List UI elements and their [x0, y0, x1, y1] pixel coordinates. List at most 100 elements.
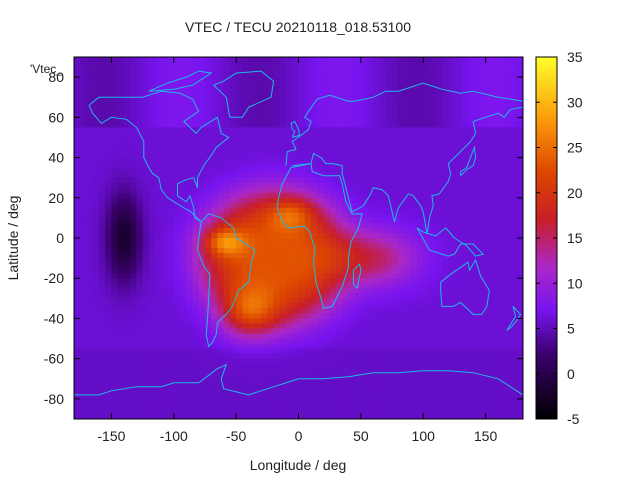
- heatmap-cell: [329, 152, 337, 158]
- heatmap-cell: [342, 353, 349, 360]
- heatmap-cell: [429, 72, 437, 78]
- heatmap-cell: [516, 232, 524, 239]
- heatmap-cell: [142, 182, 150, 189]
- heatmap-cell: [161, 187, 168, 194]
- heatmap-cell: [423, 318, 430, 324]
- heatmap-cell: [211, 217, 218, 224]
- heatmap-cell: [180, 383, 187, 390]
- heatmap-cell: [248, 102, 256, 108]
- heatmap-cell: [429, 368, 437, 375]
- heatmap-cell: [123, 107, 131, 113]
- heatmap-cell: [211, 298, 218, 304]
- heatmap-cell: [485, 107, 493, 113]
- heatmap-cell: [161, 232, 168, 239]
- heatmap-cell: [261, 172, 268, 179]
- heatmap-cell: [385, 343, 393, 350]
- heatmap-cell: [516, 308, 524, 314]
- heatmap-cell: [155, 273, 162, 279]
- heatmap-cell: [416, 62, 424, 68]
- heatmap-cell: [273, 232, 281, 239]
- heatmap-cell: [304, 393, 312, 400]
- heatmap-cell: [155, 197, 162, 204]
- heatmap-cell: [155, 77, 162, 83]
- heatmap-cell: [310, 162, 318, 169]
- heatmap-cell: [180, 298, 187, 304]
- heatmap-cell: [161, 227, 168, 234]
- heatmap-cell: [223, 383, 231, 390]
- heatmap-cell: [304, 192, 312, 199]
- heatmap-cell: [273, 283, 281, 289]
- heatmap-cell: [335, 232, 343, 239]
- heatmap-cell: [211, 293, 218, 299]
- heatmap-cell: [485, 232, 493, 239]
- heatmap-cell: [435, 353, 443, 360]
- heatmap-cell: [86, 253, 94, 259]
- heatmap-cell: [304, 97, 312, 103]
- heatmap-cell: [498, 358, 505, 365]
- heatmap-cell: [111, 232, 119, 239]
- heatmap-cell: [292, 373, 299, 380]
- heatmap-cell: [98, 57, 106, 63]
- heatmap-cell: [485, 393, 493, 400]
- heatmap-cell: [448, 227, 455, 234]
- heatmap-cell: [92, 112, 100, 118]
- heatmap-cell: [217, 227, 225, 234]
- heatmap-cell: [510, 363, 518, 370]
- heatmap-cell: [236, 358, 243, 365]
- heatmap-cell: [516, 97, 524, 103]
- heatmap-cell: [204, 162, 212, 169]
- heatmap-cell: [404, 127, 412, 133]
- heatmap-cell: [392, 238, 399, 244]
- heatmap-cell: [416, 197, 424, 204]
- heatmap-cell: [105, 303, 112, 309]
- heatmap-cell: [223, 227, 231, 234]
- heatmap-cell: [504, 202, 511, 209]
- heatmap-cell: [510, 248, 518, 254]
- heatmap-cell: [329, 122, 337, 128]
- heatmap-cell: [516, 398, 524, 405]
- heatmap-cell: [448, 147, 455, 153]
- heatmap-cell: [248, 117, 256, 123]
- heatmap-cell: [242, 192, 250, 199]
- heatmap-cell: [460, 288, 468, 294]
- heatmap-cell: [117, 182, 125, 189]
- heatmap-cell: [248, 77, 256, 83]
- heatmap-cell: [423, 248, 430, 254]
- heatmap-cell: [254, 222, 262, 229]
- heatmap-cell: [142, 87, 150, 93]
- heatmap-cell: [105, 207, 112, 214]
- heatmap-cell: [211, 77, 218, 83]
- heatmap-cell: [485, 278, 493, 284]
- heatmap-cell: [435, 57, 443, 63]
- heatmap-cell: [479, 87, 486, 93]
- heatmap-cell: [98, 278, 106, 284]
- heatmap-cell: [130, 72, 137, 78]
- heatmap-cell: [98, 388, 106, 395]
- heatmap-cell: [161, 248, 168, 254]
- heatmap-cell: [466, 323, 474, 329]
- heatmap-cell: [342, 57, 349, 63]
- heatmap-cell: [136, 238, 143, 244]
- heatmap-cell: [491, 122, 499, 128]
- heatmap-cell: [173, 353, 181, 360]
- heatmap-cell: [416, 82, 424, 88]
- heatmap-cell: [254, 177, 262, 184]
- heatmap-cell: [273, 222, 281, 229]
- heatmap-cell: [348, 132, 356, 138]
- heatmap-cell: [466, 313, 474, 319]
- heatmap-cell: [373, 117, 380, 123]
- heatmap-cell: [136, 107, 143, 113]
- heatmap-cell: [248, 238, 256, 244]
- heatmap-cell: [348, 147, 356, 153]
- heatmap-cell: [80, 258, 87, 264]
- heatmap-cell: [111, 353, 119, 360]
- heatmap-cell: [273, 57, 281, 63]
- heatmap-cell: [279, 238, 287, 244]
- heatmap-cell: [466, 343, 474, 350]
- heatmap-cell: [161, 393, 168, 400]
- heatmap-cell: [335, 383, 343, 390]
- heatmap-cell: [304, 67, 312, 73]
- heatmap-cell: [379, 127, 387, 133]
- heatmap-cell: [448, 388, 455, 395]
- heatmap-cell: [435, 243, 443, 249]
